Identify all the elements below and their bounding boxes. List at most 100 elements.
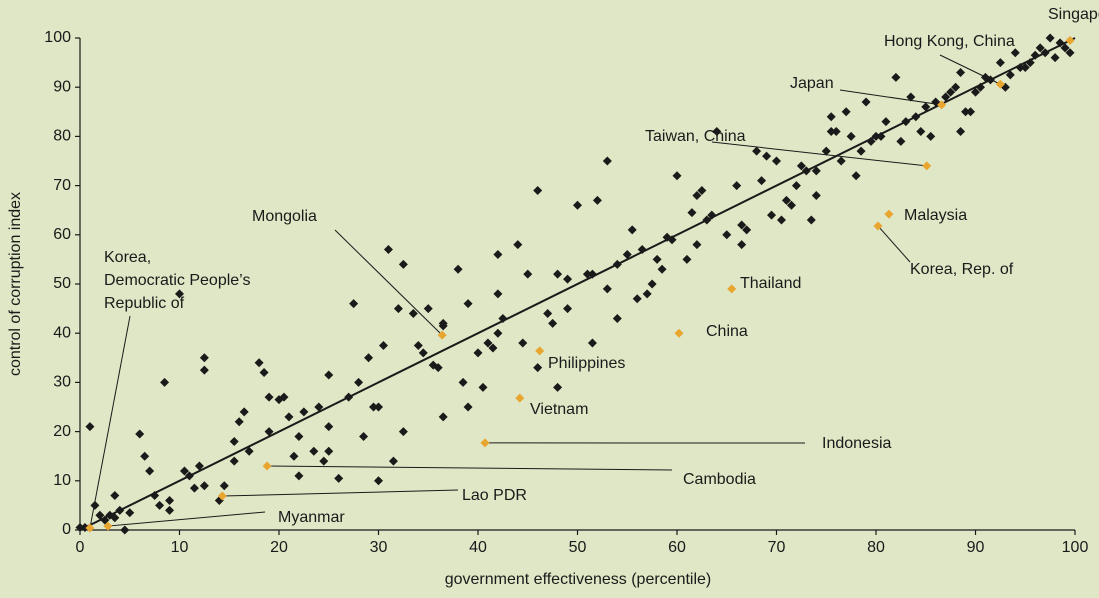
y-tick-label: 60 (53, 226, 71, 243)
highlight-point (727, 284, 737, 294)
point (413, 341, 423, 350)
point (811, 166, 821, 176)
point (1005, 70, 1015, 80)
point (697, 186, 707, 196)
point (194, 461, 204, 471)
point (856, 146, 866, 156)
point (229, 436, 239, 446)
point (374, 476, 383, 486)
point (582, 269, 592, 279)
point (752, 146, 762, 156)
point (911, 112, 921, 122)
point (354, 377, 364, 387)
x-tick-label: 60 (668, 539, 686, 556)
point (160, 377, 170, 387)
highlight-point (873, 221, 883, 231)
point-label: Singapore (1048, 6, 1099, 23)
leader-line (222, 489, 459, 497)
point (219, 481, 229, 491)
point (533, 363, 543, 373)
point (95, 510, 105, 520)
x-tick-label: 50 (569, 539, 587, 556)
point (702, 215, 712, 225)
point-label: Indonesia (822, 435, 891, 452)
highlight-point (85, 523, 95, 533)
point (150, 491, 160, 501)
highlight-point (937, 100, 947, 110)
point (971, 87, 980, 97)
point (592, 195, 602, 205)
point (388, 456, 398, 466)
point (906, 92, 916, 102)
point (642, 289, 652, 299)
highlight-point (995, 79, 1005, 89)
point (737, 240, 747, 250)
point (488, 343, 498, 353)
point (254, 358, 264, 368)
point (463, 402, 473, 412)
point (811, 190, 821, 200)
point (294, 471, 304, 481)
point (179, 466, 189, 476)
point (612, 313, 622, 323)
y-tick-label: 100 (44, 29, 71, 46)
point (851, 171, 861, 181)
point (831, 126, 841, 136)
point (314, 402, 324, 412)
point (961, 107, 971, 117)
point (473, 348, 483, 358)
x-tick-label: 30 (370, 539, 388, 556)
point (349, 299, 359, 309)
point (647, 279, 657, 289)
point (587, 269, 597, 279)
y-tick-label: 50 (53, 275, 71, 292)
point (110, 513, 120, 523)
point (692, 240, 702, 250)
point (483, 338, 493, 348)
point (155, 500, 165, 510)
point (140, 451, 150, 461)
point (876, 131, 886, 141)
point (1040, 48, 1050, 58)
point (836, 156, 846, 166)
point (374, 402, 383, 412)
y-tick-label: 20 (53, 423, 71, 440)
point (493, 328, 503, 338)
point (359, 432, 369, 442)
point (244, 446, 254, 456)
point (120, 525, 130, 535)
x-tick-label: 70 (768, 539, 786, 556)
point (453, 264, 463, 274)
point (433, 363, 443, 373)
point (85, 422, 95, 432)
point (553, 382, 563, 392)
point (672, 171, 682, 181)
point (1015, 63, 1025, 73)
point (553, 269, 563, 279)
point (781, 195, 791, 205)
point (324, 422, 334, 432)
point (1035, 43, 1045, 53)
point (239, 407, 249, 417)
point (995, 58, 1005, 68)
point (806, 215, 816, 225)
point (378, 341, 388, 350)
leader-line (334, 229, 443, 336)
point (891, 72, 901, 82)
y-tick-label: 0 (62, 521, 71, 538)
point (941, 92, 951, 102)
point (294, 432, 304, 442)
point (543, 309, 553, 319)
highlight-point (515, 393, 525, 403)
point (165, 505, 175, 515)
point (523, 269, 533, 279)
point-label: Vietnam (530, 401, 588, 418)
leader-line (877, 225, 911, 263)
point-label: Philippines (548, 355, 625, 372)
point (115, 505, 125, 515)
point (707, 210, 717, 220)
point (841, 107, 851, 117)
fit-line (79, 37, 1076, 531)
point (757, 176, 767, 186)
point (772, 156, 781, 166)
